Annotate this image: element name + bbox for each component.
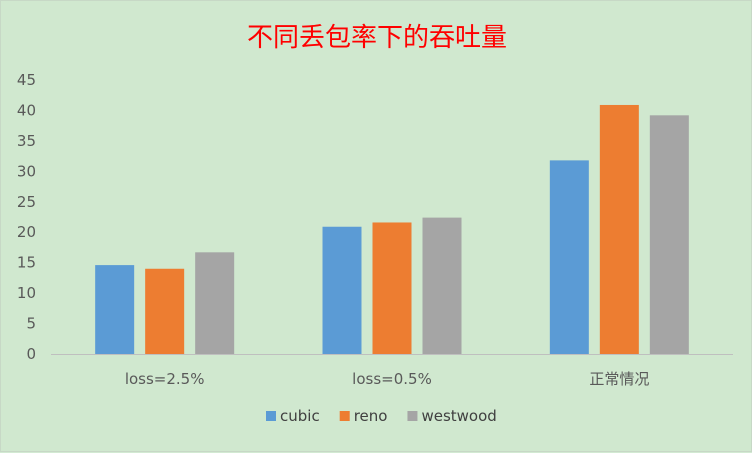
bar-westwood-0	[195, 252, 235, 354]
bar-cubic-1	[322, 226, 362, 354]
category-label: 正常情况	[589, 370, 649, 388]
y-tick-label: 20	[17, 223, 36, 241]
legend-label-cubic: cubic	[280, 407, 320, 425]
legend-swatch-cubic	[266, 411, 276, 421]
category-label: loss=0.5%	[352, 370, 432, 388]
bar-cubic-2	[549, 160, 589, 354]
bar-westwood-2	[649, 115, 689, 354]
bar-reno-2	[599, 104, 639, 354]
y-tick-label: 0	[26, 345, 36, 363]
y-tick-label: 25	[17, 193, 36, 211]
y-tick-label: 45	[17, 71, 36, 89]
y-tick-label: 5	[26, 315, 36, 333]
y-tick-label: 30	[17, 162, 36, 180]
y-tick-label: 40	[17, 101, 36, 119]
y-tick-label: 10	[17, 284, 36, 302]
y-tick-label: 35	[17, 132, 36, 150]
legend: cubic reno westwood	[266, 407, 497, 425]
y-axis-ticks: 0 5 10 15 20 25 30 35 40 45	[17, 71, 36, 363]
bars-group	[95, 104, 689, 354]
legend-label-westwood: westwood	[421, 407, 496, 425]
legend-swatch-westwood	[407, 411, 418, 421]
bar-reno-0	[145, 268, 185, 354]
y-tick-label: 15	[17, 254, 36, 272]
category-label: loss=2.5%	[125, 370, 205, 388]
bar-reno-1	[372, 222, 412, 354]
bar-cubic-0	[95, 265, 135, 354]
category-labels: loss=2.5% loss=0.5% 正常情况	[125, 370, 650, 388]
bar-westwood-1	[422, 217, 462, 354]
chart-title: 不同丢包率下的吞吐量	[247, 23, 507, 53]
legend-swatch-reno	[339, 411, 350, 421]
legend-label-reno: reno	[354, 407, 388, 425]
